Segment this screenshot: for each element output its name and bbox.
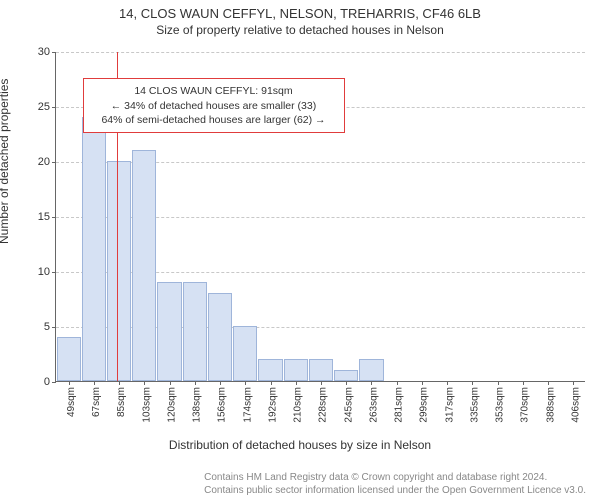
ytick-label: 20 [38,156,50,168]
plot-area: 05101520253049sqm67sqm85sqm103sqm120sqm1… [55,52,585,382]
ytick-label: 25 [38,101,50,113]
xtick-mark [144,381,145,385]
y-axis-label: Number of detached properties [0,79,11,244]
gridline [56,52,585,53]
xtick-mark [69,381,70,385]
annotation-line-3: 64% of semi-detached houses are larger (… [92,113,336,127]
xtick-mark [346,381,347,385]
xtick-label: 85sqm [116,387,127,417]
xtick-mark [220,381,221,385]
chart-container: Number of detached properties 0510152025… [0,44,600,454]
histogram-bar [309,359,333,381]
histogram-bar [107,161,131,381]
x-axis-label: Distribution of detached houses by size … [0,438,600,452]
ytick-mark [52,217,56,218]
ytick-label: 0 [44,376,50,388]
xtick-label: 174sqm [242,387,253,423]
footer-attribution: Contains HM Land Registry data © Crown c… [196,471,594,498]
xtick-label: 228sqm [318,387,329,423]
xtick-mark [321,381,322,385]
xtick-mark [548,381,549,385]
xtick-mark [170,381,171,385]
xtick-mark [371,381,372,385]
xtick-label: 210sqm [293,387,304,423]
xtick-label: 156sqm [217,387,228,423]
annotation-line-2: ← 34% of detached houses are smaller (33… [92,99,336,113]
xtick-label: 138sqm [192,387,203,423]
xtick-mark [271,381,272,385]
xtick-label: 299sqm [419,387,430,423]
xtick-label: 263sqm [368,387,379,423]
xtick-label: 388sqm [545,387,556,423]
annotation-box: 14 CLOS WAUN CEFFYL: 91sqm← 34% of detac… [83,78,345,133]
ytick-label: 5 [44,321,50,333]
xtick-label: 120sqm [167,387,178,423]
xtick-mark [296,381,297,385]
xtick-mark [119,381,120,385]
xtick-label: 245sqm [343,387,354,423]
xtick-label: 370sqm [520,387,531,423]
ytick-label: 10 [38,266,50,278]
histogram-bar [284,359,308,381]
histogram-bar [183,282,207,381]
xtick-label: 49sqm [66,387,77,417]
ytick-label: 15 [38,211,50,223]
footer-line-1: Contains HM Land Registry data © Crown c… [204,472,586,485]
xtick-label: 317sqm [444,387,455,423]
xtick-label: 406sqm [570,387,581,423]
histogram-bar [157,282,181,381]
xtick-mark [245,381,246,385]
xtick-label: 335sqm [469,387,480,423]
histogram-bar [334,370,358,381]
xtick-mark [447,381,448,385]
xtick-mark [94,381,95,385]
page-title: 14, CLOS WAUN CEFFYL, NELSON, TREHARRIS,… [0,0,600,21]
histogram-bar [57,337,81,381]
xtick-mark [523,381,524,385]
histogram-bar [233,326,257,381]
ytick-mark [52,272,56,273]
xtick-label: 281sqm [394,387,405,423]
xtick-mark [472,381,473,385]
ytick-mark [52,327,56,328]
ytick-mark [52,162,56,163]
page-subtitle: Size of property relative to detached ho… [0,21,600,41]
xtick-mark [397,381,398,385]
xtick-label: 192sqm [268,387,279,423]
xtick-mark [498,381,499,385]
ytick-mark [52,382,56,383]
ytick-mark [52,107,56,108]
histogram-bar [132,150,156,381]
ytick-mark [52,52,56,53]
annotation-line-1: 14 CLOS WAUN CEFFYL: 91sqm [92,84,336,98]
histogram-bar [258,359,282,381]
ytick-label: 30 [38,46,50,58]
xtick-label: 103sqm [141,387,152,423]
footer-line-2: Contains public sector information licen… [204,485,586,498]
histogram-bar [208,293,232,381]
xtick-label: 353sqm [495,387,506,423]
histogram-bar [82,117,106,381]
xtick-label: 67sqm [91,387,102,417]
xtick-mark [195,381,196,385]
xtick-mark [573,381,574,385]
histogram-bar [359,359,383,381]
xtick-mark [422,381,423,385]
